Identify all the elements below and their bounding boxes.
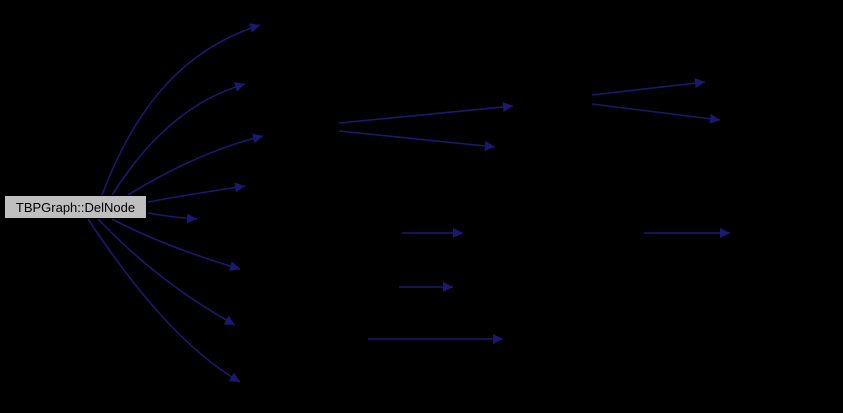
fan-edge-1 [101, 23, 261, 196]
graph-node-label: TBPGraph::DelNode [15, 199, 136, 215]
mid-edge-2 [338, 130, 496, 151]
mid-edge-1 [338, 101, 514, 124]
fan-edge-2 [111, 81, 246, 196]
fan-edge-6 [111, 218, 241, 271]
fan-edge-4 [147, 182, 246, 203]
graph-node-tbpgraph-delnode[interactable]: TBPGraph::DelNode [4, 195, 147, 219]
right-edge-1 [591, 78, 706, 96]
fan-edge-8 [87, 218, 241, 383]
right-edge-2 [591, 103, 721, 124]
graph-edges [87, 23, 730, 383]
fan-edge-5 [147, 212, 198, 224]
fan-edge-7 [97, 218, 236, 326]
fan-edge-3 [127, 133, 264, 196]
